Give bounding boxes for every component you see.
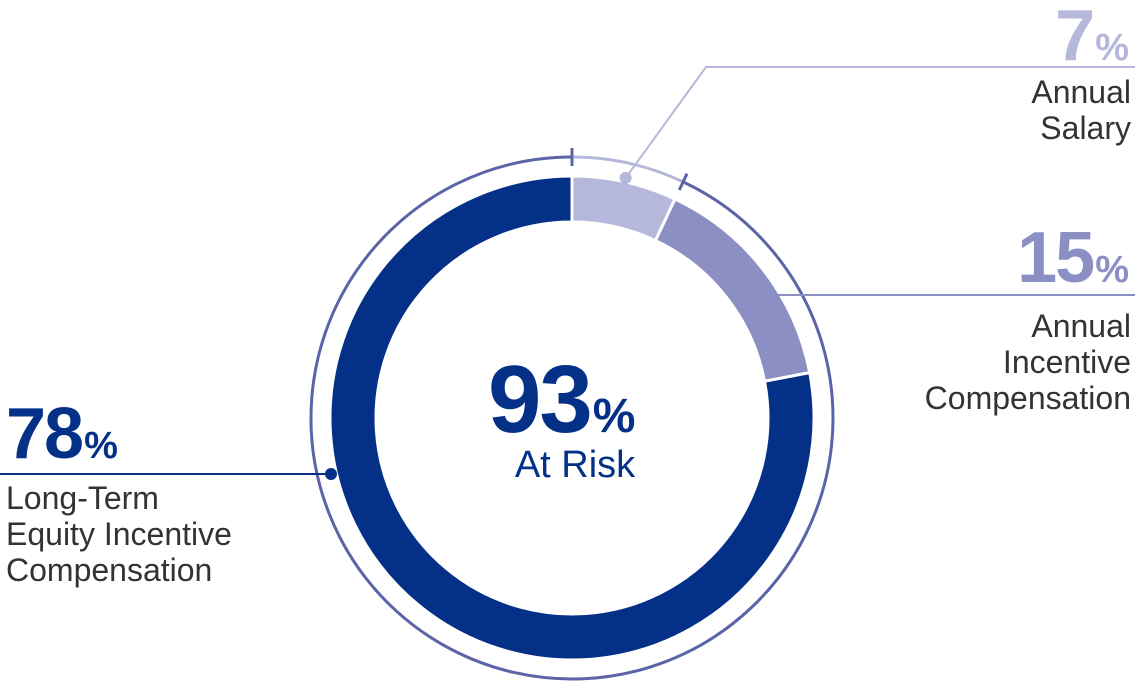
salary-percent-number: 7 (1055, 0, 1095, 76)
incentive-percent: 15% (1017, 222, 1129, 294)
ring-tick (677, 173, 689, 191)
incentive-percent-number: 15 (1017, 218, 1095, 298)
salary-percent: 7% (1055, 0, 1129, 72)
leader-dot (325, 468, 337, 480)
incentive-percent-unit: % (1095, 249, 1129, 291)
equity-label: Long-Term Equity Incentive Compensation (6, 480, 326, 588)
incentive-label-line: Incentive (1002, 344, 1131, 380)
leader-dot (619, 171, 632, 184)
center-value: 93% (488, 352, 635, 448)
equity-percent-number: 78 (6, 394, 84, 474)
slice-3 (328, 174, 816, 662)
salary-label: Annual Salary (831, 74, 1131, 146)
leader-line-incentive (749, 278, 1135, 296)
donut-slices (328, 174, 816, 662)
leader-lines (0, 66, 1135, 480)
slice-2 (653, 197, 812, 384)
equity-percent: 78% (6, 398, 118, 470)
outer-ring-salary (571, 155, 684, 184)
equity-percent-unit: % (84, 425, 118, 467)
outer-ring-at-risk (309, 155, 835, 681)
salary-label-line: Annual (1031, 74, 1131, 110)
equity-label-line: Equity Incentive (6, 516, 232, 552)
incentive-label: Annual Incentive Compensation (811, 308, 1131, 416)
leader-line-salary (624, 66, 1135, 179)
center-value-unit: % (592, 390, 636, 443)
incentive-label-line: Compensation (924, 380, 1131, 416)
equity-label-line: Compensation (6, 552, 213, 588)
center-value-number: 93 (488, 346, 593, 453)
outer-ring-group (309, 148, 835, 681)
center-label: At Risk (514, 444, 636, 486)
salary-percent-unit: % (1095, 27, 1129, 69)
equity-label-line: Long-Term (6, 480, 159, 516)
incentive-label-line: Annual (1031, 308, 1131, 344)
salary-label-line: Salary (1040, 110, 1131, 146)
leader-dot (744, 273, 757, 286)
